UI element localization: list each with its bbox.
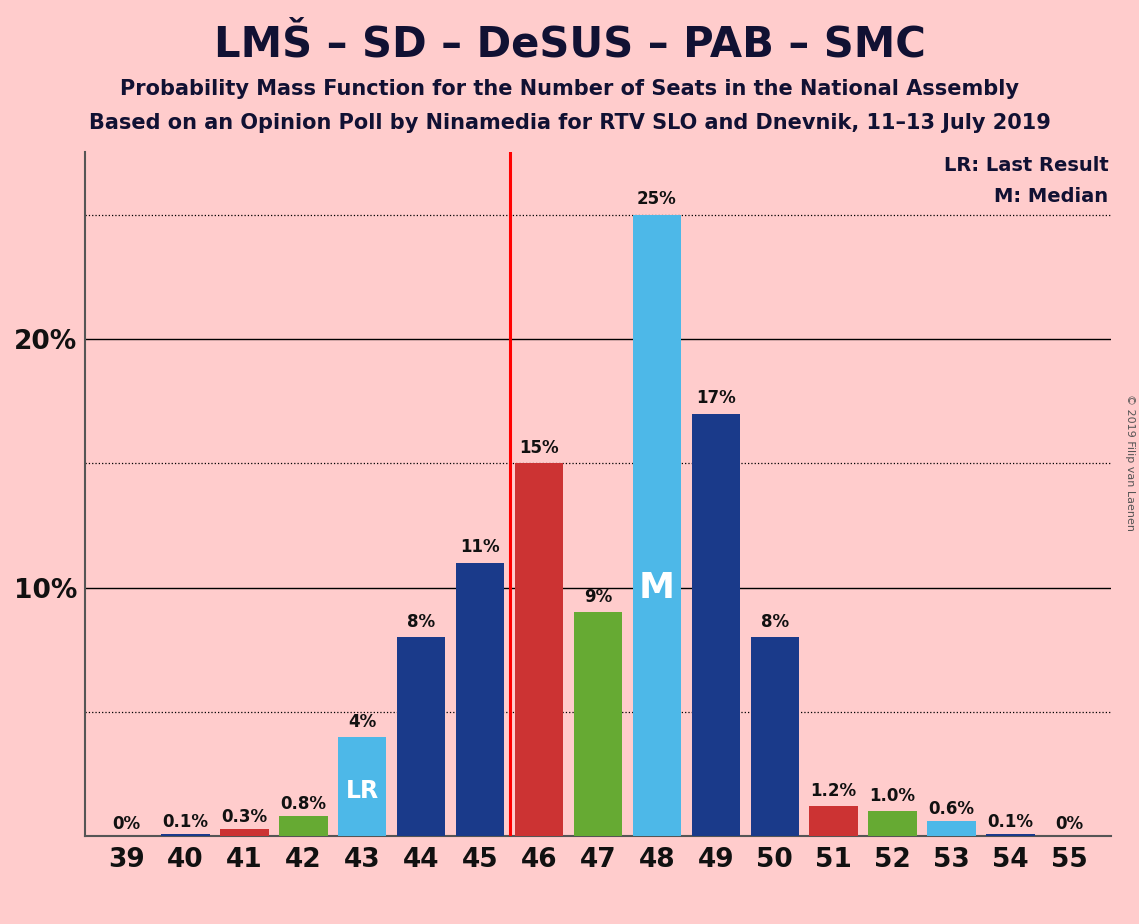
Bar [927, 821, 976, 836]
Text: 1.2%: 1.2% [811, 783, 857, 800]
Text: M: M [639, 571, 675, 604]
Text: Based on an Opinion Poll by Ninamedia for RTV SLO and Dnevnik, 11–13 July 2019: Based on an Opinion Poll by Ninamedia fo… [89, 113, 1050, 133]
Bar [279, 816, 328, 836]
Bar [515, 463, 563, 836]
Text: Probability Mass Function for the Number of Seats in the National Assembly: Probability Mass Function for the Number… [120, 79, 1019, 99]
Bar [162, 833, 210, 836]
Text: LMŠ – SD – DeSUS – PAB – SMC: LMŠ – SD – DeSUS – PAB – SMC [214, 23, 925, 65]
Text: 0.1%: 0.1% [988, 813, 1033, 831]
Bar [751, 638, 798, 836]
Bar [574, 613, 622, 836]
Bar [398, 638, 445, 836]
Text: 0%: 0% [1055, 815, 1083, 833]
Text: 25%: 25% [637, 190, 677, 209]
Bar [691, 414, 740, 836]
Text: LR: Last Result: LR: Last Result [944, 156, 1108, 175]
Text: 8%: 8% [407, 614, 435, 631]
Text: 15%: 15% [519, 439, 559, 457]
Text: 0.8%: 0.8% [280, 796, 327, 813]
Text: 0.6%: 0.6% [928, 800, 975, 819]
Bar [456, 563, 505, 836]
Text: 11%: 11% [460, 539, 500, 556]
Text: 0.3%: 0.3% [221, 808, 268, 826]
Text: 17%: 17% [696, 389, 736, 407]
Bar [633, 214, 681, 836]
Text: 8%: 8% [761, 614, 789, 631]
Text: © 2019 Filip van Laenen: © 2019 Filip van Laenen [1125, 394, 1134, 530]
Bar [810, 807, 858, 836]
Text: 1.0%: 1.0% [869, 787, 916, 805]
Text: M: Median: M: Median [994, 187, 1108, 206]
Text: 0.1%: 0.1% [163, 813, 208, 831]
Text: 9%: 9% [584, 589, 612, 606]
Text: 4%: 4% [349, 712, 377, 731]
Text: 0%: 0% [113, 815, 141, 833]
Bar [220, 829, 269, 836]
Bar [338, 736, 386, 836]
Bar [986, 833, 1034, 836]
Text: LR: LR [346, 780, 379, 804]
Bar [868, 811, 917, 836]
